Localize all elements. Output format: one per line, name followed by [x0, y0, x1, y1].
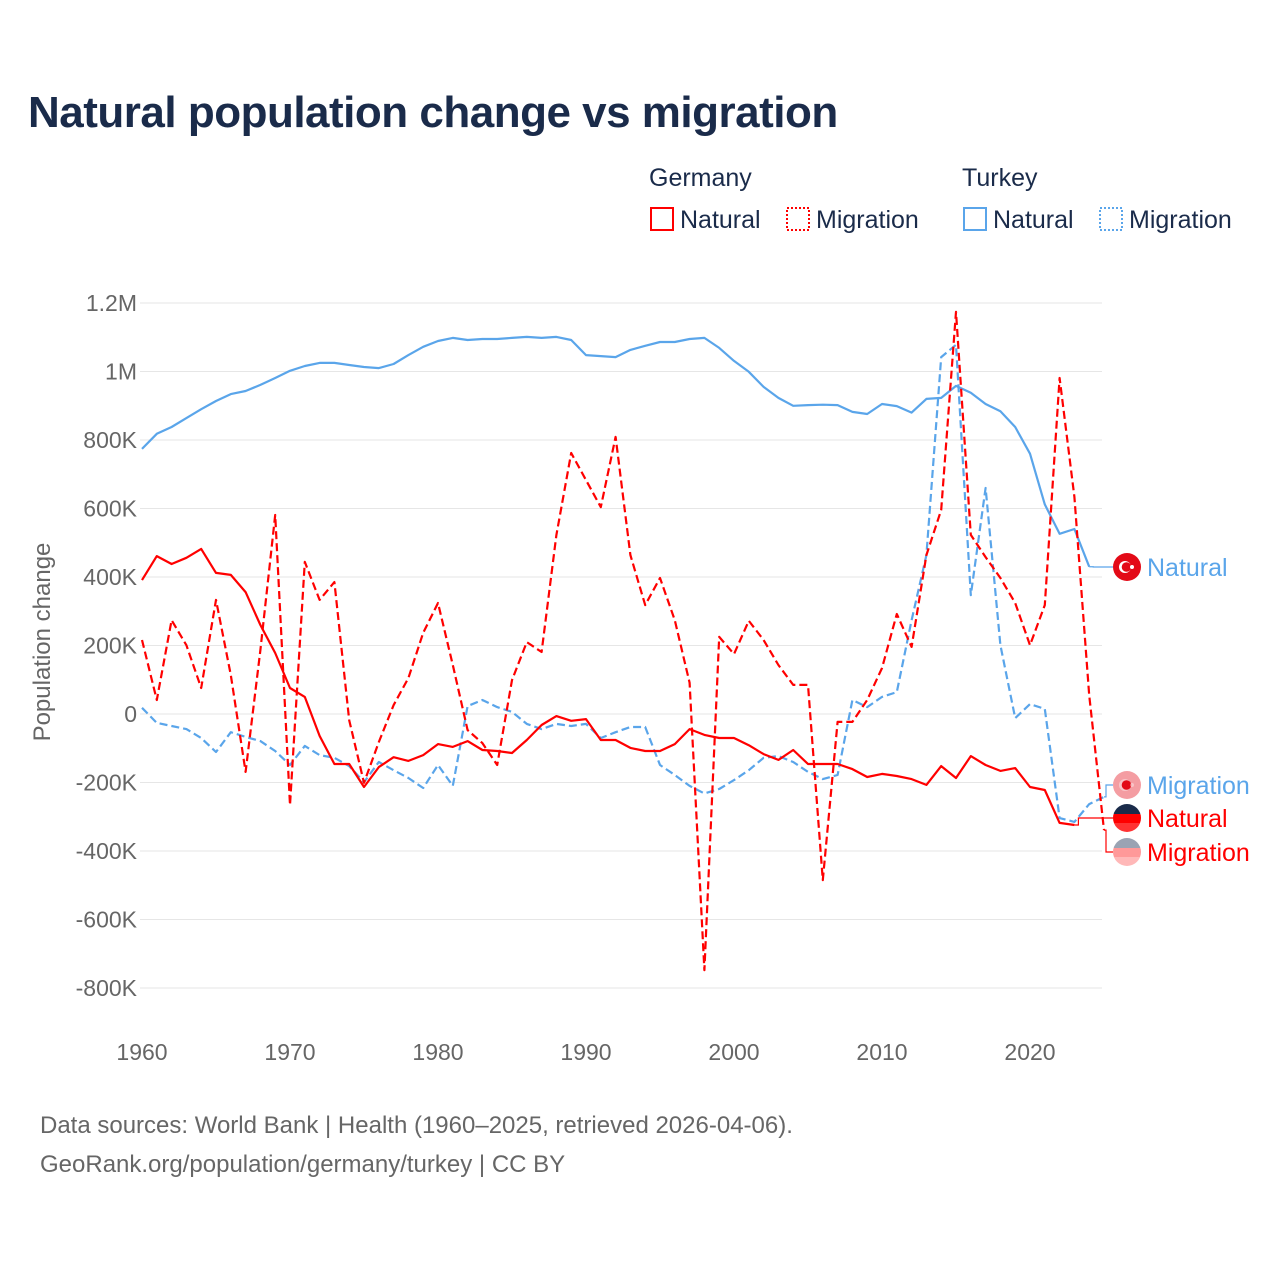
germany-flag-icon: [1113, 804, 1141, 832]
x-tick-label: 1990: [560, 1039, 611, 1065]
series-line-turkey-natural: [141, 335, 1091, 568]
x-tick-label: 2010: [856, 1039, 907, 1065]
y-tick-label: -400K: [76, 838, 138, 864]
y-tick-label: 400K: [83, 564, 137, 590]
y-axis-label: Population change: [29, 543, 56, 742]
legend-swatch-solid: [650, 207, 674, 231]
x-tick-label: 1960: [116, 1039, 167, 1065]
end-label-turkey-migration: Migration: [1104, 771, 1250, 800]
connector-line: [1104, 784, 1113, 798]
legend: Germany Turkey Natural Migration Natural…: [649, 164, 1232, 234]
y-tick-label: 0: [124, 701, 137, 727]
turkey-flag-icon: [1113, 553, 1141, 581]
y-tick-label: 600K: [83, 496, 137, 522]
end-label-germany-migration: Migration: [1104, 829, 1250, 867]
legend-label: Migration: [1129, 206, 1232, 234]
legend-swatch-solid: [963, 207, 987, 231]
legend-item-germany-migration[interactable]: Migration: [786, 206, 919, 234]
footer: Data sources: World Bank | Health (1960–…: [40, 1106, 793, 1184]
y-tick-label: -800K: [76, 975, 138, 1001]
connector-line: [1074, 817, 1113, 826]
series-line-turkey-migration: [141, 343, 1105, 823]
y-tick-label: 200K: [83, 633, 137, 659]
legend-label: Natural: [680, 206, 761, 234]
y-tick-label: 800K: [83, 427, 137, 453]
x-tick-label: 2020: [1004, 1039, 1055, 1065]
legend-item-germany-natural[interactable]: Natural: [650, 206, 761, 234]
end-label-germany-natural: Natural: [1074, 804, 1228, 833]
legend-label: Migration: [816, 206, 919, 234]
attribution-text: GeoRank.org/population/germany/turkey | …: [40, 1151, 566, 1178]
germany-flag-icon: [1113, 838, 1141, 866]
turkey-flag-icon: [1113, 771, 1141, 799]
y-tick-label: -200K: [76, 770, 138, 796]
data-source-text: Data sources: World Bank | Health (1960–…: [40, 1112, 793, 1139]
end-label-text: Natural: [1147, 554, 1228, 582]
y-tick-label: -600K: [76, 907, 138, 933]
series-line-germany-natural: [141, 547, 1075, 827]
y-tick-label: 1M: [105, 359, 137, 385]
end-label-text: Migration: [1147, 772, 1250, 800]
legend-group-turkey: Turkey: [962, 164, 1038, 192]
legend-group-germany: Germany: [649, 164, 752, 192]
series-line-germany-migration: [140, 310, 1106, 972]
x-tick-label: 1970: [264, 1039, 315, 1065]
chart-title: Natural population change vs migration: [28, 88, 838, 137]
legend-item-turkey-natural[interactable]: Natural: [963, 206, 1074, 234]
x-tick-label: 2000: [708, 1039, 759, 1065]
legend-label: Natural: [993, 206, 1074, 234]
x-tick-label: 1980: [412, 1039, 463, 1065]
legend-swatch-dotted: [1099, 207, 1123, 231]
y-tick-label: 1.2M: [86, 290, 137, 316]
end-label-text: Migration: [1147, 839, 1250, 867]
legend-swatch-dotted: [786, 207, 810, 231]
legend-item-turkey-migration[interactable]: Migration: [1099, 206, 1232, 234]
end-label-turkey-natural: Natural: [1089, 553, 1228, 582]
connector-line: [1104, 829, 1113, 853]
end-label-text: Natural: [1147, 805, 1228, 833]
